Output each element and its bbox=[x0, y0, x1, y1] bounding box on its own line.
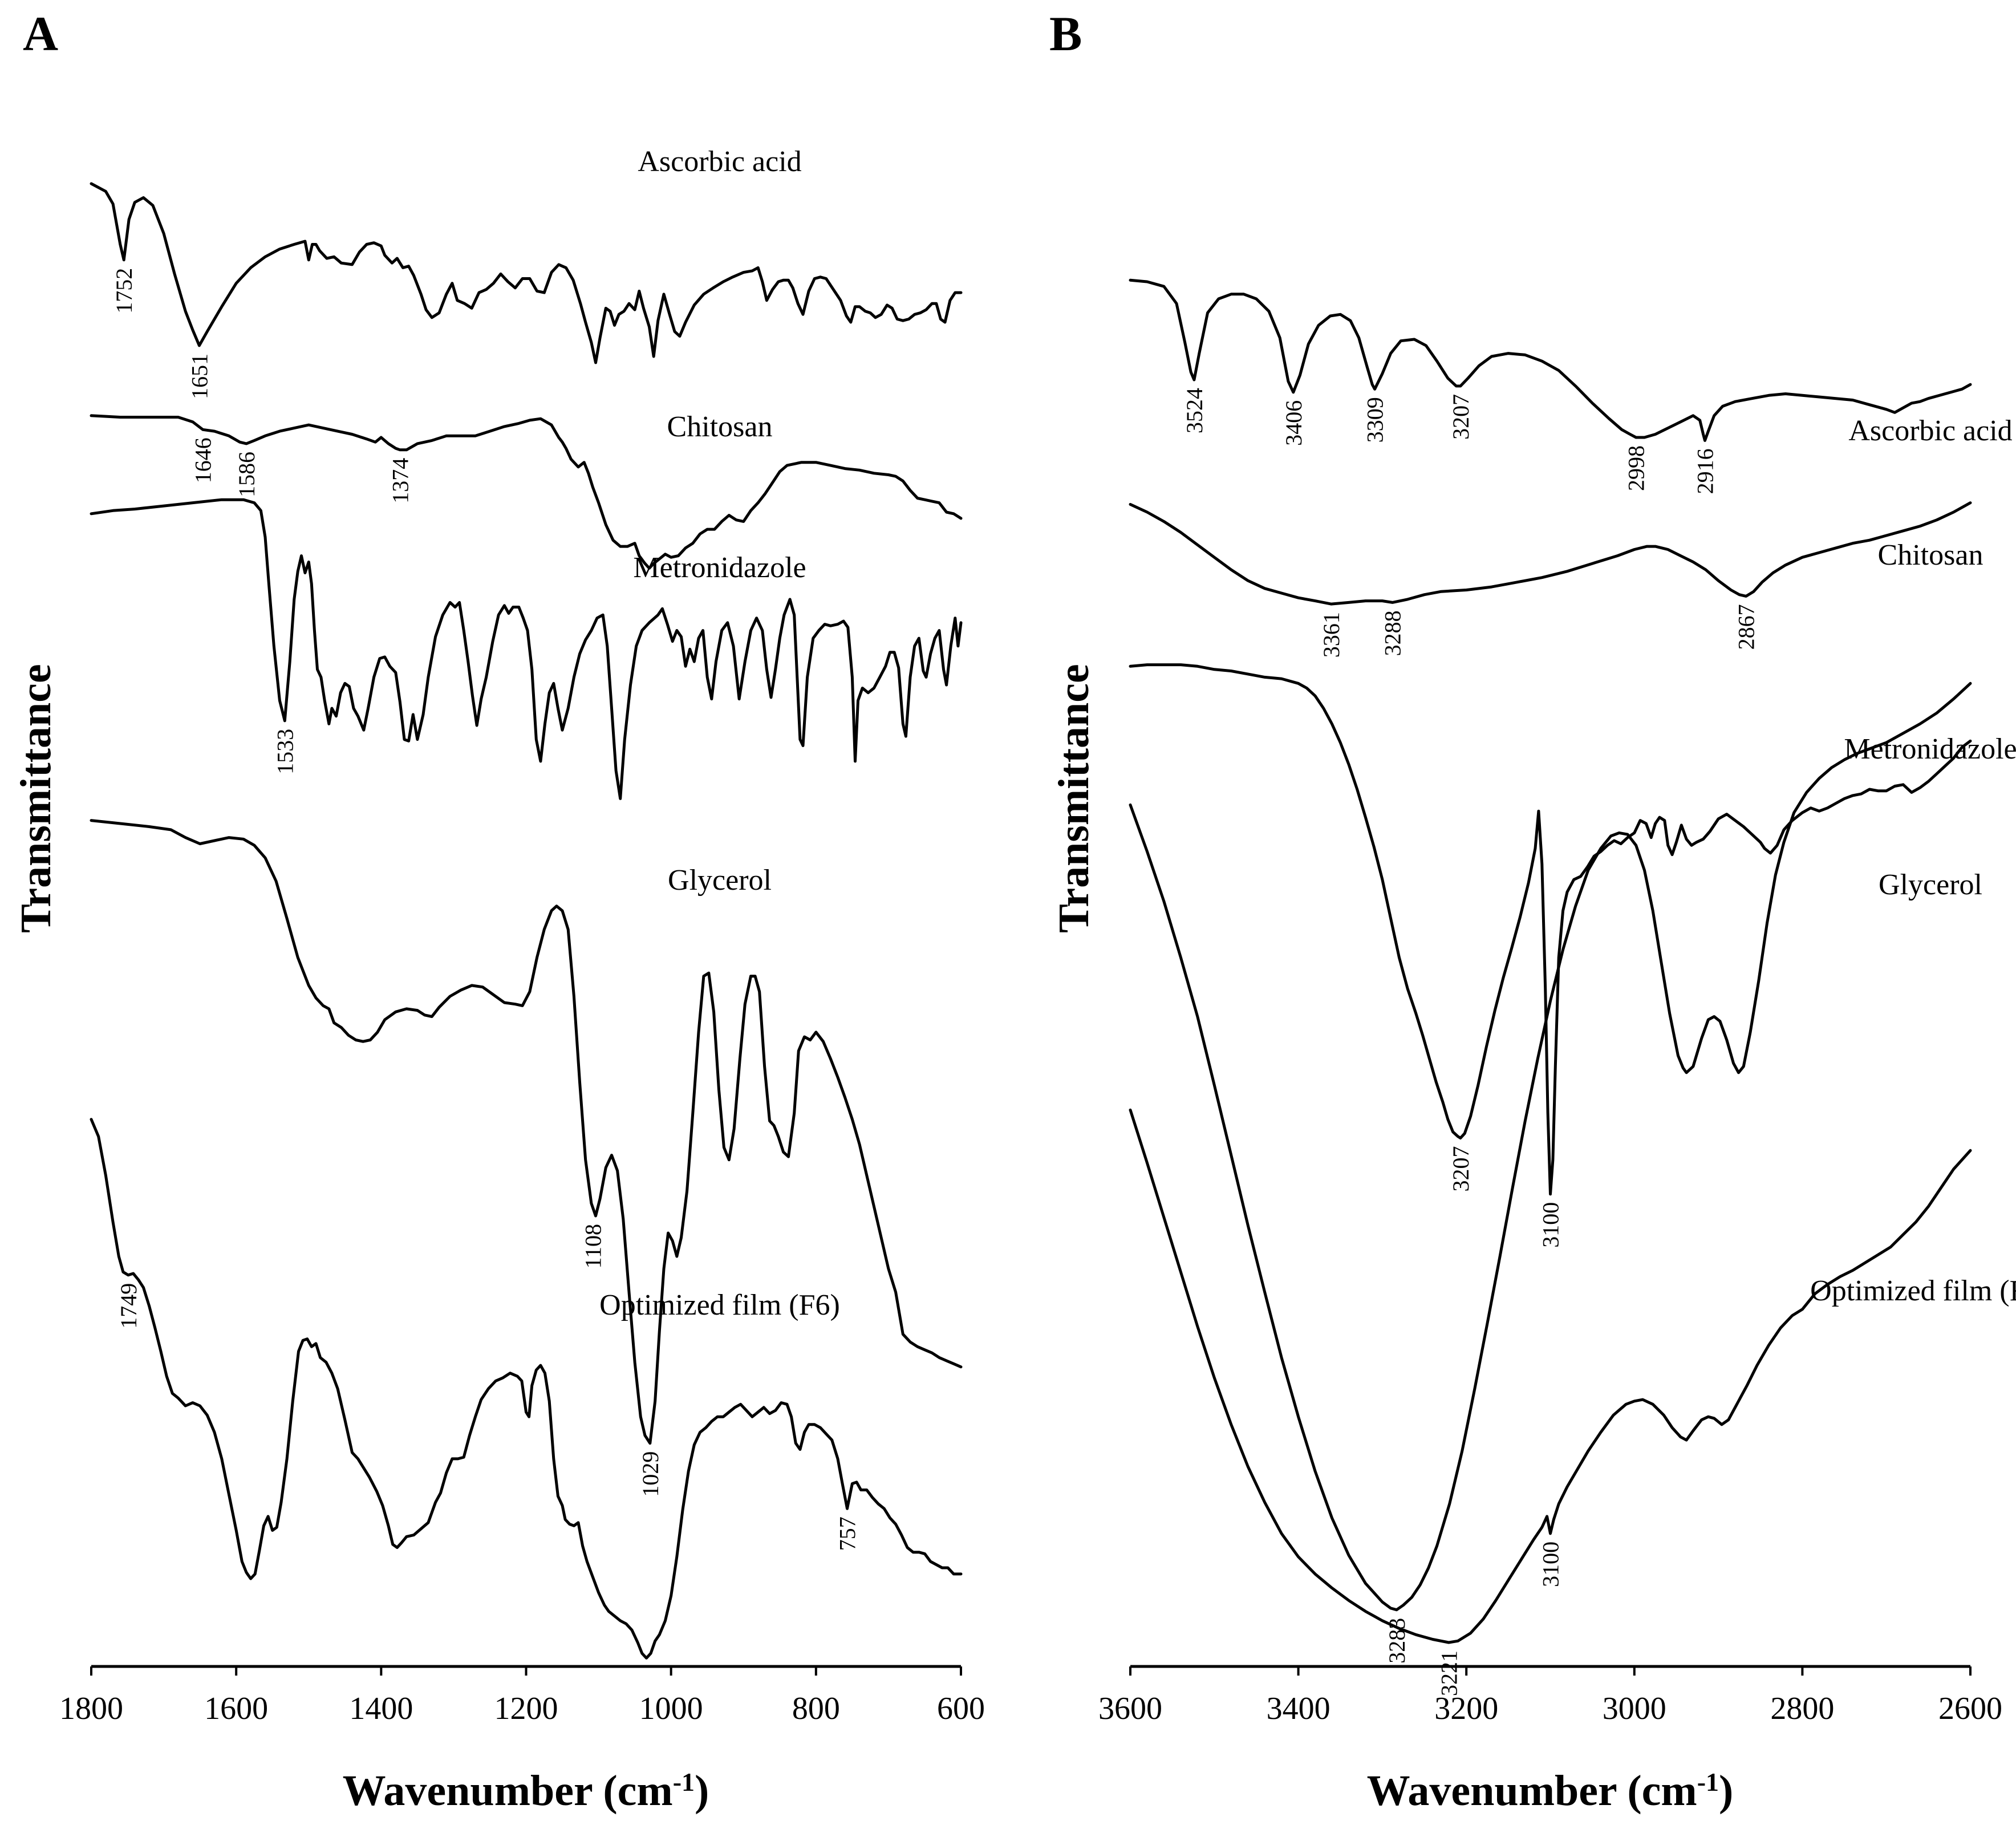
x-tick-label-3000: 3000 bbox=[1603, 1691, 1666, 1726]
peak-label-1651: 1651 bbox=[186, 354, 212, 399]
x-tick-label-1800: 1800 bbox=[59, 1691, 123, 1726]
series-label-metronidazole: Metronidazole bbox=[633, 551, 806, 584]
series-line-chitosan bbox=[90, 414, 963, 570]
y-axis-title-b: Transmittance bbox=[1050, 664, 1098, 932]
series-label-chitosan: Chitosan bbox=[1878, 539, 1983, 571]
x-tick-label-1600: 1600 bbox=[204, 1691, 268, 1726]
series-label-ascorbic-acid: Ascorbic acid bbox=[638, 145, 801, 178]
peak-label-1374: 1374 bbox=[387, 458, 413, 504]
peak-label-1533: 1533 bbox=[272, 729, 298, 774]
series-label-glycerol: Glycerol bbox=[668, 864, 772, 897]
series-line-metronidazole bbox=[90, 498, 963, 800]
peak-label-3361: 3361 bbox=[1319, 612, 1344, 658]
peak-label-1752: 1752 bbox=[111, 268, 137, 314]
peak-label-3288: 3288 bbox=[1380, 610, 1406, 656]
x-tick-label-2600: 2600 bbox=[1938, 1691, 2002, 1726]
spectra-a bbox=[90, 182, 963, 1660]
x-ticks-a: 1800 1600 1400 1200 1000 800 600 bbox=[59, 1666, 985, 1726]
series-label-chitosan: Chitosan bbox=[667, 411, 773, 443]
peak-label-3207: 3207 bbox=[1448, 1146, 1474, 1192]
series-line-glycerol bbox=[90, 819, 963, 1445]
peak-label-1646: 1646 bbox=[190, 437, 216, 483]
peak-label-2916: 2916 bbox=[1693, 448, 1718, 494]
x-axis-title-b: Wavenumber (cm-1) bbox=[1367, 1767, 1734, 1815]
series-line-ascorbic-acid bbox=[90, 182, 963, 364]
x-tick-label-1400: 1400 bbox=[349, 1691, 413, 1726]
peak-label-3221: 3221 bbox=[1436, 1650, 1462, 1696]
peak-label-1029: 1029 bbox=[638, 1451, 663, 1497]
x-tick-label-3400: 3400 bbox=[1267, 1691, 1331, 1726]
peak-label-757: 757 bbox=[835, 1516, 861, 1551]
panel-b: B Transmittance 3600 3400 3200 3000 2800 2600… bbox=[1049, 6, 2016, 1815]
series-labels-b: Ascorbic acid Chitosan Metronidazole Glycer… bbox=[1810, 415, 2016, 1307]
x-tick-label-3600: 3600 bbox=[1098, 1691, 1162, 1726]
series-line-chitosan bbox=[1129, 501, 1972, 606]
peak-label-3309: 3309 bbox=[1362, 397, 1388, 443]
x-tick-label-1000: 1000 bbox=[639, 1691, 703, 1726]
x-tick-label-600: 600 bbox=[937, 1691, 985, 1726]
peak-label-3100: 3100 bbox=[1538, 1202, 1564, 1248]
peak-label-2998: 2998 bbox=[1624, 445, 1649, 491]
peak-label-1108: 1108 bbox=[580, 1224, 606, 1269]
peak-label-3283: 3283 bbox=[1384, 1618, 1410, 1664]
series-label-ascorbic-acid: Ascorbic acid bbox=[1848, 415, 2012, 447]
peak-label-3207: 3207 bbox=[1448, 394, 1474, 440]
peak-label-3100: 3100 bbox=[1538, 1542, 1564, 1587]
x-tick-label-3200: 3200 bbox=[1434, 1691, 1498, 1726]
x-axis-title-a: Wavenumber (cm-1) bbox=[343, 1767, 709, 1815]
series-labels-a: Ascorbic acid Chitosan Metronidazole Glycer… bbox=[599, 145, 840, 1321]
series-line-optimized-film-f6 bbox=[1129, 1108, 1972, 1644]
peak-labels-a: 1752 1651 1646 1586 1374 1533 1108 1029 1749 757 bbox=[111, 268, 860, 1551]
series-line-ascorbic-acid bbox=[1129, 278, 1972, 442]
peak-label-1749: 1749 bbox=[116, 1283, 141, 1329]
peak-label-2867: 2867 bbox=[1734, 604, 1759, 650]
panel-letter-a: A bbox=[23, 6, 58, 61]
x-ticks-b: 3600 3400 3200 3000 2800 2600 bbox=[1098, 1666, 2002, 1726]
panel-letter-b: B bbox=[1049, 6, 1082, 61]
series-label-metronidazole: Metronidazole bbox=[1844, 733, 2016, 765]
x-tick-label-1200: 1200 bbox=[494, 1691, 558, 1726]
x-tick-label-800: 800 bbox=[792, 1691, 840, 1726]
peak-label-1586: 1586 bbox=[234, 452, 259, 497]
panel-a: A Transmittance 1800 1600 1400 1200 1000 800 6… bbox=[12, 6, 985, 1815]
series-line-optimized-film-f6 bbox=[90, 1118, 963, 1660]
series-line-glycerol bbox=[1129, 682, 1972, 1612]
series-line-metronidazole bbox=[1129, 663, 1972, 1196]
series-label-glycerol: Glycerol bbox=[1879, 869, 1982, 901]
y-axis-title-a: Transmittance bbox=[12, 664, 60, 932]
series-label-optimized-film-f6: Optimized film (F6) bbox=[599, 1289, 840, 1321]
series-label-optimized-film-f6: Optimized film (F6) bbox=[1810, 1275, 2016, 1307]
peak-labels-b: 3524 3406 3309 3207 2998 2916 3361 3288 2867 3207… bbox=[1182, 388, 1759, 1696]
x-tick-label-2800: 2800 bbox=[1770, 1691, 1834, 1726]
spectra-b bbox=[1129, 278, 1972, 1644]
peak-label-3524: 3524 bbox=[1182, 388, 1207, 433]
peak-label-3406: 3406 bbox=[1281, 400, 1307, 446]
